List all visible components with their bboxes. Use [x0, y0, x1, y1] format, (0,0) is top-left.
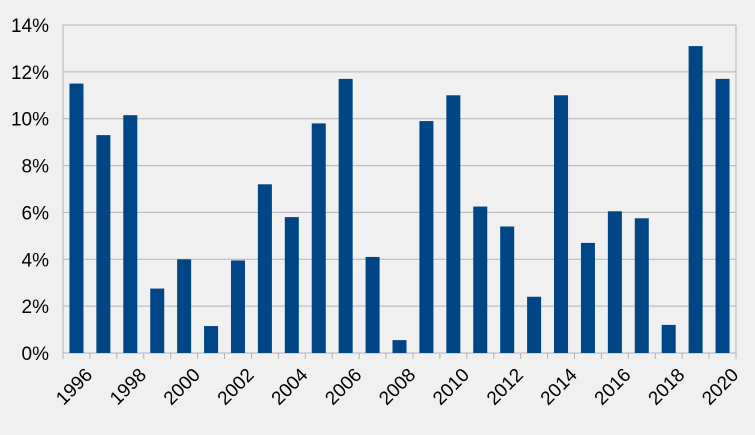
bar-2002: [230, 260, 245, 353]
bar-2000: [177, 259, 192, 353]
bar-2004: [284, 217, 299, 353]
x-tick-label: 2002: [214, 365, 259, 410]
x-tick-label: 1998: [106, 365, 151, 410]
x-tick-labels: 1996 1998 2000 2002 2004 2006 2008 2010 2012 2014…: [52, 364, 743, 409]
y-tick-labels: 0% 2% 4% 6% 8% 10% 12% 14%: [11, 16, 49, 365]
axes: [62, 25, 737, 359]
bar-2006: [338, 78, 353, 353]
bar-2011: [473, 206, 488, 353]
bar-2005: [311, 123, 326, 354]
bar-1996: [69, 83, 84, 354]
gridlines: [63, 24, 736, 354]
x-tick-label: 2020: [698, 365, 743, 410]
bar-2015: [580, 242, 595, 353]
bar-2014: [554, 95, 569, 354]
bar-2019: [688, 46, 703, 353]
bar-2012: [500, 226, 515, 353]
y-tick-label: 4%: [22, 250, 50, 271]
x-tick-label: 1996: [52, 365, 97, 410]
bar-2018: [661, 324, 676, 353]
bar-2013: [527, 296, 542, 353]
y-tick-label: 2%: [22, 297, 50, 318]
bar-2020: [715, 78, 730, 353]
bar-2001: [204, 326, 219, 353]
x-tick-label: 2004: [268, 364, 313, 409]
x-tick-label: 2012: [483, 365, 528, 410]
x-tick-label: 2014: [537, 364, 582, 409]
bar-2009: [419, 121, 434, 353]
bar-2017: [634, 218, 649, 353]
x-tick-label: 2018: [645, 365, 690, 410]
y-tick-label: 14%: [11, 16, 49, 37]
bars: [69, 46, 730, 354]
bar-2016: [607, 211, 622, 353]
x-tick-label: 2000: [160, 365, 205, 410]
y-tick-label: 8%: [22, 157, 50, 178]
y-tick-label: 6%: [22, 203, 50, 224]
x-tick-label: 2016: [591, 365, 636, 410]
bar-1997: [96, 135, 111, 353]
bar-2010: [446, 95, 461, 354]
x-tick-label: 2008: [375, 365, 420, 410]
y-tick-label: 10%: [11, 110, 49, 131]
x-tick-label: 2010: [429, 365, 474, 410]
bar-2003: [257, 184, 272, 353]
x-tick-label: 2006: [321, 365, 366, 410]
bar-1999: [150, 288, 165, 353]
bar-2007: [365, 256, 380, 353]
y-tick-label: 12%: [11, 63, 49, 84]
y-tick-label: 0%: [22, 344, 50, 365]
bar-1998: [123, 115, 138, 353]
bar-2008: [392, 340, 407, 353]
